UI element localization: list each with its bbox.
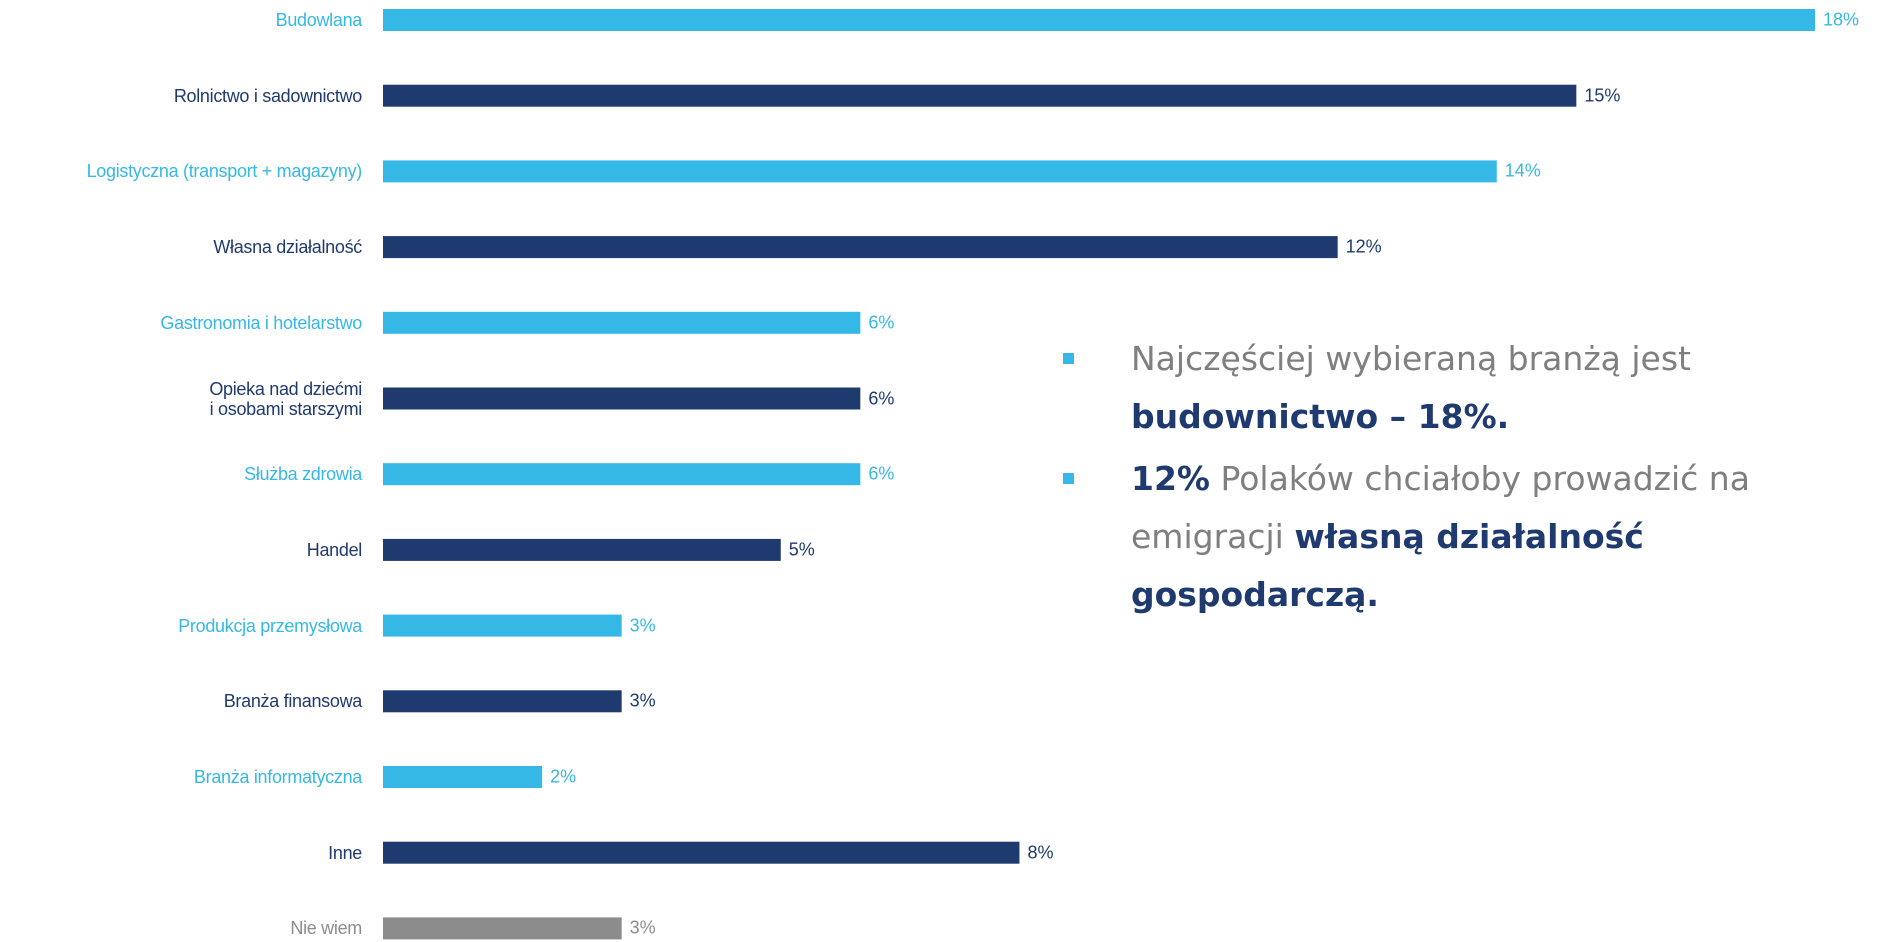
category-label: Gastronomia i hotelarstwo xyxy=(160,312,362,333)
bar xyxy=(383,917,622,940)
bar xyxy=(383,614,622,637)
bar xyxy=(383,84,1577,107)
bar xyxy=(383,766,543,788)
value-label: 14% xyxy=(1504,160,1541,181)
bullet-note: 12% Polaków chciałoby prowadzić na emigr… xyxy=(1063,450,1877,624)
bullet-note: Najczęściej wybieraną branżą jest budown… xyxy=(1063,330,1877,446)
category-label: Branża informatyczna xyxy=(193,767,362,787)
bar xyxy=(383,538,781,561)
value-label: 12% xyxy=(1345,236,1382,257)
bar xyxy=(383,236,1338,259)
value-label: 15% xyxy=(1584,85,1621,106)
category-label: Nie wiem xyxy=(290,918,362,939)
category-label: Rolnictwo i sadownictwo xyxy=(173,85,362,106)
note-text: 12% xyxy=(1131,459,1210,498)
category-label: Służba zdrowia xyxy=(244,464,362,485)
bar xyxy=(383,463,861,486)
category-label: Inne xyxy=(328,842,362,863)
value-label: 3% xyxy=(629,615,656,636)
category-label: Handel xyxy=(306,539,363,560)
value-label: 18% xyxy=(1823,9,1860,30)
value-label: 3% xyxy=(629,917,656,938)
category-label: Branża finansowa xyxy=(223,691,363,712)
value-label: 6% xyxy=(868,463,895,484)
category-label: Budowlana xyxy=(275,10,363,30)
category-label: Opieka nad dziećmi i osobami starszymi xyxy=(209,378,362,419)
value-label: 5% xyxy=(788,539,815,560)
note-text: Polaków chciałoby prowadzić na emigracji xyxy=(1131,459,1750,556)
bar xyxy=(383,387,861,410)
category-label: Produkcja przemysłowa xyxy=(178,615,362,636)
value-label: 2% xyxy=(550,766,577,787)
value-label: 6% xyxy=(868,388,895,408)
value-label: 3% xyxy=(629,690,656,711)
bar xyxy=(383,160,1497,183)
bar xyxy=(383,841,1020,864)
bar xyxy=(383,9,1815,31)
notes: Najczęściej wybieraną branżą jest budown… xyxy=(1063,330,1877,628)
category-label: Logistyczna (transport + magazyny) xyxy=(86,161,363,182)
category-label: Własna działalność xyxy=(213,237,362,258)
value-label: 6% xyxy=(868,312,895,333)
note-text: budownictwo – 18%. xyxy=(1131,397,1510,436)
bar xyxy=(383,690,622,713)
note-text: Najczęściej wybieraną branżą jest xyxy=(1131,339,1691,378)
bar xyxy=(383,311,861,334)
value-label: 8% xyxy=(1027,842,1054,863)
note-text: własną działalność gospodarczą. xyxy=(1131,517,1644,614)
